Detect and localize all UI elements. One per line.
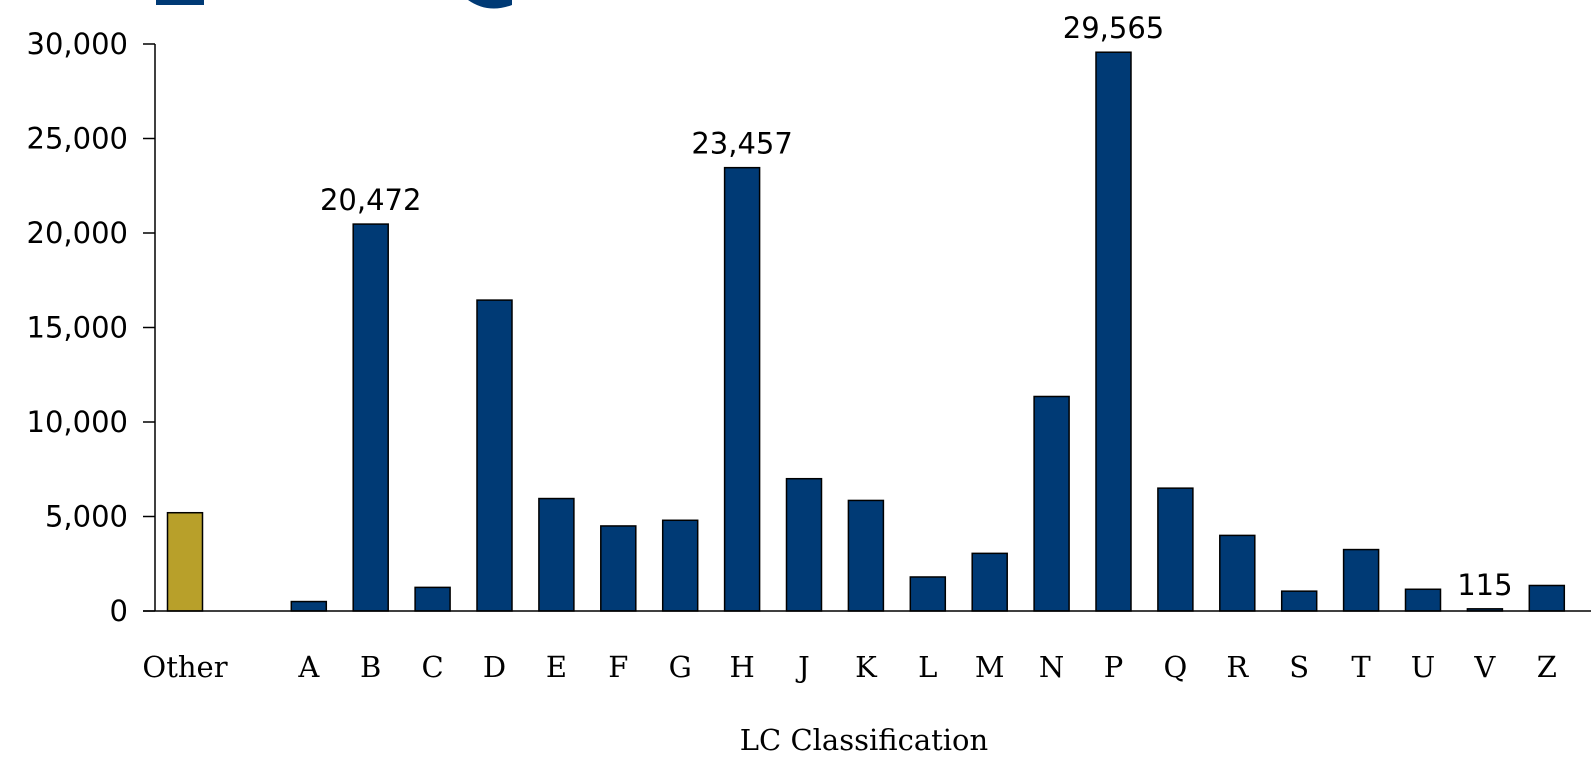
data-label: 29,565	[1063, 11, 1164, 45]
data-label: 23,457	[691, 127, 792, 161]
x-tick-label: T	[1351, 650, 1371, 684]
bar-j	[785, 477, 823, 612]
x-tick-label: R	[1226, 650, 1249, 684]
y-tick-label: 5,000	[45, 500, 128, 534]
x-tick-label: Other	[142, 650, 227, 684]
bar-m	[971, 552, 1008, 612]
x-tick-label: Q	[1164, 650, 1188, 684]
bar-e	[538, 497, 575, 612]
bar-s	[1280, 590, 1318, 612]
data-label: 115	[1457, 568, 1512, 602]
bar-l	[909, 576, 947, 612]
bar-c	[414, 586, 451, 612]
y-tick-label: 30,000	[27, 27, 128, 61]
bar-b	[352, 223, 389, 612]
x-axis: Other A B C D E F G H J K L M N P Q R S T U V Z	[142, 610, 1591, 684]
bar-h	[723, 166, 761, 612]
x-tick-label: Z	[1537, 650, 1557, 684]
bar-z	[1528, 584, 1566, 612]
x-tick-label: M	[975, 650, 1005, 684]
y-axis: 0 5,000 10,000 15,000 20,000 25,000 30,000	[27, 27, 156, 628]
bar-n	[1033, 395, 1070, 612]
x-tick-label: E	[546, 650, 567, 684]
x-tick-label: B	[360, 650, 381, 684]
bar-p	[1095, 51, 1132, 612]
x-tick-label: G	[669, 650, 692, 684]
x-tick-label: A	[297, 650, 320, 684]
x-tick-label: J	[795, 650, 810, 684]
data-labels: 20,472 23,457 29,565 115	[320, 11, 1513, 602]
title-fragment	[156, 0, 512, 9]
bar-f	[600, 525, 637, 612]
bar-other	[166, 511, 204, 612]
bars	[166, 51, 1566, 612]
x-tick-label: H	[729, 650, 754, 684]
bar-t	[1342, 548, 1380, 612]
y-tick-label: 0	[110, 594, 128, 628]
x-tick-label: D	[483, 650, 506, 684]
x-tick-label: P	[1104, 650, 1124, 684]
x-tick-label: U	[1411, 650, 1435, 684]
bar-d	[476, 299, 513, 612]
y-tick-label: 15,000	[27, 311, 128, 345]
y-tick-label: 25,000	[27, 122, 128, 156]
bar-a	[290, 600, 328, 612]
x-tick-label: L	[918, 650, 937, 684]
x-tick-label: V	[1473, 650, 1496, 684]
x-tick-label: K	[855, 650, 878, 684]
x-tick-label: C	[421, 650, 443, 684]
bar-r	[1219, 534, 1256, 612]
bar-k	[847, 499, 885, 612]
y-tick-label: 20,000	[27, 216, 128, 250]
x-tick-label: S	[1289, 650, 1309, 684]
bar-g	[661, 519, 699, 612]
y-tick-label: 10,000	[27, 405, 128, 439]
x-axis-title: LC Classification	[740, 723, 988, 757]
x-tick-label: F	[608, 650, 628, 684]
bar-q	[1157, 487, 1194, 612]
data-label: 20,472	[320, 183, 421, 217]
x-tick-label: N	[1039, 650, 1064, 684]
bar-u	[1404, 588, 1442, 612]
